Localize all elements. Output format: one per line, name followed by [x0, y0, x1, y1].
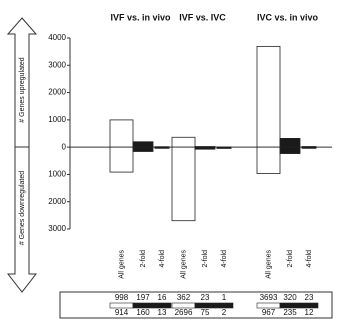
axis-arrow [6, 17, 38, 293]
table-down: 160 [136, 308, 150, 317]
table-strip [256, 302, 281, 309]
table-down: 13 [158, 308, 167, 317]
table-up: 362 [177, 293, 191, 302]
table-up: 23 [201, 293, 210, 302]
y-tick-label: 2000 [48, 197, 66, 206]
y-tick-label: 3000 [48, 60, 66, 69]
table-down: 914 [115, 308, 129, 317]
table-down: 2 [222, 308, 227, 317]
bar-down [171, 146, 196, 222]
table-up: 197 [136, 293, 150, 302]
category-label: 2-fold [202, 250, 209, 268]
table-down: 967 [262, 308, 276, 317]
bar-down [194, 146, 216, 150]
group-title: IVF vs. IVC [179, 12, 226, 22]
category-label: 4-fold [306, 250, 313, 268]
table-up: 998 [115, 293, 129, 302]
table-strip [279, 302, 301, 309]
bar-up [109, 119, 134, 148]
table-strip [152, 302, 172, 309]
bar-down [132, 146, 154, 152]
y-label-down: # Genes downregulated [19, 171, 26, 245]
table-up: 23 [305, 293, 314, 302]
y-tick-label: 2000 [48, 88, 66, 97]
category-label: 2-fold [287, 250, 294, 268]
y-label-up: # Genes upregulated [19, 57, 26, 122]
y-tick-label: 3000 [48, 224, 66, 233]
y-tick-label: 4000 [48, 33, 66, 42]
y-tick-label: 0 [62, 142, 67, 151]
table-up: 320 [283, 293, 297, 302]
category-label: All genes [118, 250, 125, 279]
table-up: 16 [158, 293, 167, 302]
table-down: 12 [305, 308, 314, 317]
y-tick-label: 1000 [48, 170, 66, 179]
y-tick-label: 1000 [48, 115, 66, 124]
table-strip [299, 302, 319, 309]
bar-down [256, 146, 281, 174]
table-strip [132, 302, 154, 309]
bar-down [279, 146, 301, 154]
category-label: All genes [265, 250, 272, 279]
group-title: IVC vs. in vivo [257, 12, 319, 22]
table-strip [171, 302, 196, 309]
table-strip [214, 302, 234, 309]
table-strip [109, 302, 134, 309]
table-down: 235 [283, 308, 297, 317]
table-up: 3693 [260, 293, 278, 302]
bar-up [132, 141, 154, 148]
table-down: 75 [201, 308, 210, 317]
bar-down [154, 146, 170, 149]
bar-down [216, 146, 232, 149]
bar-up [256, 45, 281, 148]
table-box [59, 291, 333, 319]
table-strip [194, 302, 216, 309]
bar-down [109, 146, 134, 173]
category-label: 2-fold [140, 250, 147, 268]
bar-up [279, 138, 301, 148]
category-label: All genes [180, 250, 187, 279]
bar-up [171, 136, 196, 148]
table-up: 1 [222, 293, 227, 302]
group-title: IVF vs. in vivo [110, 12, 171, 22]
category-label: 4-fold [159, 250, 166, 268]
bar-down [301, 146, 317, 149]
category-label: 4-fold [221, 250, 228, 268]
table-down: 2696 [175, 308, 193, 317]
